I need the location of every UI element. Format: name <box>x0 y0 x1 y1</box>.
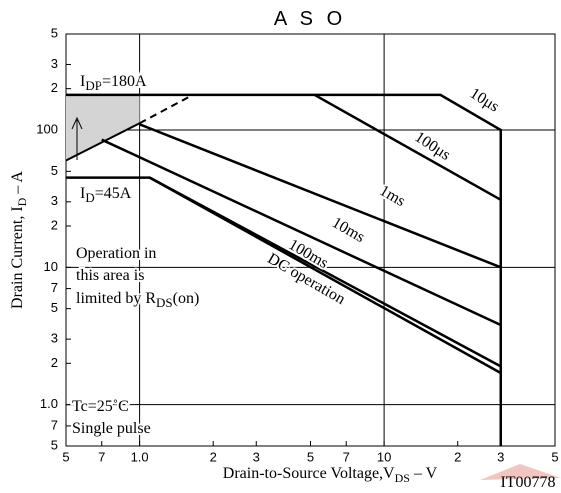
y-tick-label: 5 <box>51 300 58 315</box>
area-note: limited by RDS(on) <box>76 290 199 310</box>
series-line <box>101 138 502 327</box>
area-note: Operation in <box>76 245 156 262</box>
figure-code: IT00778 <box>500 474 555 491</box>
y-tick-label: 7 <box>51 280 58 295</box>
y-tick-label: 10 <box>44 259 58 274</box>
x-tick-label: 3 <box>497 449 504 464</box>
x-tick-label: 1.0 <box>131 449 149 464</box>
y-tick-label: 3 <box>51 56 58 71</box>
series-label: 1ms <box>376 182 408 210</box>
y-tick-label: 100 <box>36 121 58 136</box>
y-axis-label: Drain Current, ID – A <box>9 171 29 309</box>
x-tick-label: 3 <box>253 449 260 464</box>
y-tick-label: 5 <box>51 163 58 178</box>
series-label: 10ms <box>329 214 368 246</box>
plot-frame <box>65 33 556 447</box>
area-note: this area is <box>76 267 144 284</box>
y-tick-label: 2 <box>51 80 58 95</box>
watermark-shape <box>480 464 561 480</box>
y-tick-label: 2 <box>51 355 58 370</box>
x-tick-label: 5 <box>551 449 558 464</box>
y-tick-label: 5 <box>51 25 58 40</box>
series-line <box>66 176 502 368</box>
y-tick-label: 5 <box>51 437 58 452</box>
limited-area <box>66 94 140 161</box>
y-tick-label: 3 <box>51 331 58 346</box>
x-tick-label: 7 <box>98 449 105 464</box>
series-line <box>149 176 502 375</box>
y-tick-label: 3 <box>51 193 58 208</box>
x-tick-label: 10 <box>377 449 391 464</box>
series-label: 10μs <box>467 85 502 116</box>
x-tick-label: 7 <box>343 449 350 464</box>
x-tick-label: 5 <box>62 449 69 464</box>
chart-title: A S O <box>274 8 346 30</box>
rds-limit <box>65 122 141 162</box>
series-line <box>66 93 503 446</box>
y-tick-label: 1.0 <box>40 396 58 411</box>
x-tick-label: 5 <box>307 449 314 464</box>
series-line <box>314 93 502 201</box>
series-line <box>139 123 502 269</box>
arrow <box>71 116 83 160</box>
rds-limit-dashed <box>139 94 194 125</box>
id-label: ID=45A <box>80 185 132 205</box>
x-axis-label: Drain-to-Source Voltage,VDS – V <box>223 465 438 485</box>
y-tick-label: 2 <box>51 217 58 232</box>
idp-label: IDP=180A <box>80 73 147 93</box>
x-tick-label: 2 <box>454 449 461 464</box>
tc-note: Tc=25˚C <box>72 398 129 415</box>
x-tick-label: 2 <box>210 449 217 464</box>
pulse-note: Single pulse <box>72 420 151 437</box>
y-tick-label: 7 <box>51 417 58 432</box>
series-label: 100μs <box>412 129 454 164</box>
